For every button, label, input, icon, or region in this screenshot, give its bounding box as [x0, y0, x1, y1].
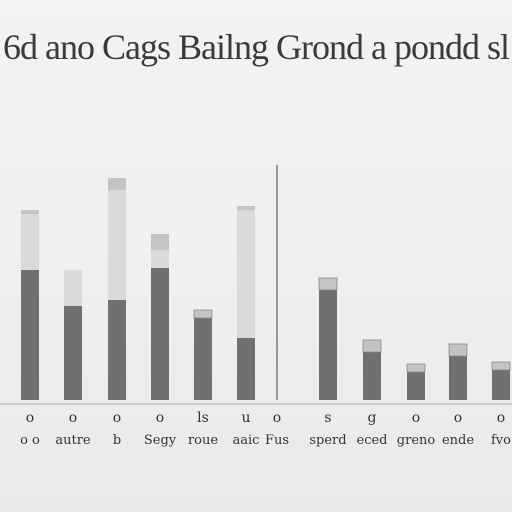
bar-cap: [362, 339, 382, 353]
bar-dark: [64, 306, 82, 400]
bar-cap: [151, 234, 169, 250]
bar-dark: [492, 370, 510, 400]
x-bottom-label: Fus: [265, 433, 289, 448]
bar-dark: [363, 352, 381, 400]
bar-light: [237, 210, 255, 338]
bar-cap: [237, 206, 255, 210]
bar-cap: [318, 277, 338, 291]
x-tick-label: o: [69, 410, 77, 426]
bar-light: [21, 214, 39, 270]
bar-dark: [108, 300, 126, 400]
bar-light: [108, 190, 126, 300]
x-tick-label: s: [324, 410, 331, 426]
bar-dark: [151, 268, 169, 400]
bar-light: [64, 270, 82, 306]
x-bottom-label: o o: [20, 433, 40, 448]
chart-title: 6d ano Cags Bailng Grond a pondd sl: [3, 27, 510, 67]
bar-cap: [21, 210, 39, 214]
bar-cap: [491, 361, 511, 371]
x-bottom-label: Segy: [144, 433, 177, 448]
x-tick-label: o: [26, 410, 34, 426]
x-tick-label: o: [497, 410, 505, 426]
x-tick-label: g: [368, 410, 377, 426]
x-tick-label: o: [156, 410, 164, 426]
x-bottom-label: fvo: [491, 433, 511, 448]
x-tick-label: ls: [197, 410, 209, 426]
bar-cap: [193, 309, 213, 319]
bar-dark: [319, 290, 337, 400]
x-bottom-label: sperd: [309, 433, 346, 448]
bar-cap: [108, 178, 126, 190]
x-bottom-label: roue: [188, 433, 218, 448]
bar-cap: [406, 363, 426, 373]
bar-dark: [449, 356, 467, 400]
x-tick-label: o: [412, 410, 420, 426]
x-bottom-label: eced: [357, 433, 388, 448]
x-tick-label: o: [454, 410, 462, 426]
bar-cap: [448, 343, 468, 357]
bar-dark: [237, 338, 255, 400]
x-bottom-label: b: [113, 433, 121, 448]
x-tick-label: o: [273, 410, 281, 426]
x-bottom-label: ende: [442, 433, 474, 448]
bar-light: [151, 250, 169, 268]
bar-dark: [194, 318, 212, 400]
x-bottom-label: greno: [397, 433, 436, 448]
x-bottom-label: autre: [55, 433, 91, 448]
x-bottom-label: aaic: [233, 433, 260, 448]
x-tick-label: u: [241, 410, 250, 426]
bar-dark: [21, 270, 39, 400]
bar-dark: [407, 372, 425, 400]
x-tick-label: o: [113, 410, 121, 426]
